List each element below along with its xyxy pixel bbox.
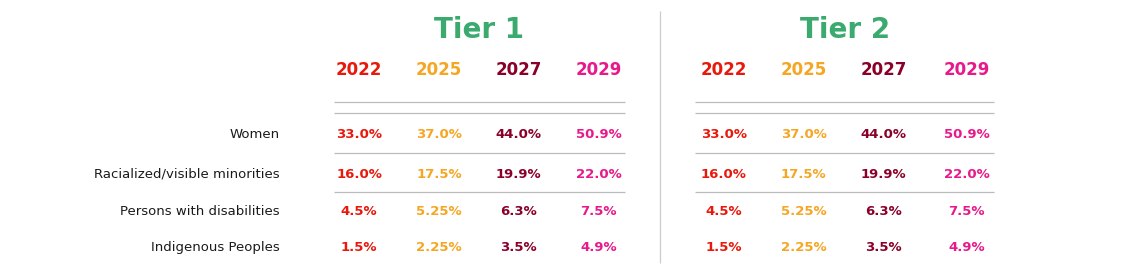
- Text: 6.3%: 6.3%: [865, 205, 902, 218]
- Text: 4.9%: 4.9%: [948, 241, 985, 254]
- Text: 44.0%: 44.0%: [861, 128, 906, 141]
- Text: 6.3%: 6.3%: [500, 205, 537, 218]
- Text: 33.0%: 33.0%: [336, 128, 382, 141]
- Text: 7.5%: 7.5%: [580, 205, 617, 218]
- Text: 16.0%: 16.0%: [701, 168, 747, 181]
- Text: 4.9%: 4.9%: [580, 241, 617, 254]
- Text: 16.0%: 16.0%: [336, 168, 382, 181]
- Text: 2025: 2025: [416, 61, 462, 80]
- Text: 4.5%: 4.5%: [706, 205, 742, 218]
- Text: 19.9%: 19.9%: [861, 168, 906, 181]
- Text: 2025: 2025: [781, 61, 826, 80]
- Text: 17.5%: 17.5%: [416, 168, 462, 181]
- Text: 50.9%: 50.9%: [944, 128, 990, 141]
- Text: Persons with disabilities: Persons with disabilities: [120, 205, 279, 218]
- Text: 44.0%: 44.0%: [496, 128, 542, 141]
- Text: Racialized/visible minorities: Racialized/visible minorities: [93, 168, 279, 181]
- Text: 22.0%: 22.0%: [944, 168, 990, 181]
- Text: 5.25%: 5.25%: [416, 205, 462, 218]
- Text: 2027: 2027: [496, 61, 542, 80]
- Text: 5.25%: 5.25%: [781, 205, 826, 218]
- Text: 2.25%: 2.25%: [416, 241, 462, 254]
- Text: 17.5%: 17.5%: [781, 168, 826, 181]
- Text: 1.5%: 1.5%: [706, 241, 742, 254]
- Text: Tier 2: Tier 2: [799, 16, 890, 44]
- Text: Tier 1: Tier 1: [434, 16, 523, 44]
- Text: 3.5%: 3.5%: [500, 241, 537, 254]
- Text: 2.25%: 2.25%: [781, 241, 826, 254]
- Text: 2027: 2027: [861, 61, 906, 80]
- Text: 1.5%: 1.5%: [341, 241, 377, 254]
- Text: 19.9%: 19.9%: [496, 168, 542, 181]
- Text: 37.0%: 37.0%: [781, 128, 826, 141]
- Text: 3.5%: 3.5%: [865, 241, 902, 254]
- Text: 7.5%: 7.5%: [948, 205, 985, 218]
- Text: 33.0%: 33.0%: [701, 128, 747, 141]
- Text: 4.5%: 4.5%: [341, 205, 377, 218]
- Text: Indigenous Peoples: Indigenous Peoples: [150, 241, 279, 254]
- Text: 2022: 2022: [701, 61, 747, 80]
- Text: 2022: 2022: [336, 61, 382, 80]
- Text: Women: Women: [229, 128, 279, 141]
- Text: 2029: 2029: [576, 61, 621, 80]
- Text: 50.9%: 50.9%: [576, 128, 621, 141]
- Text: 37.0%: 37.0%: [416, 128, 462, 141]
- Text: 22.0%: 22.0%: [576, 168, 621, 181]
- Text: 2029: 2029: [944, 61, 990, 80]
